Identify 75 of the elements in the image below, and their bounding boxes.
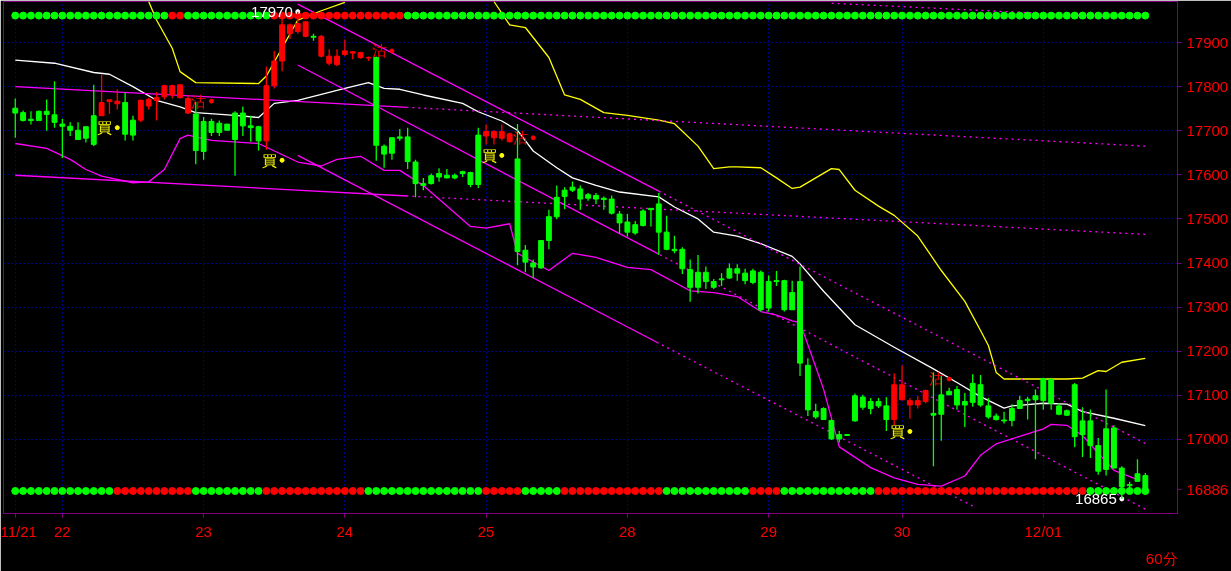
x-tick-label: 12/01 [1024, 522, 1063, 540]
x-tick-label: 24 [336, 522, 354, 540]
y-tick-label: 17500 [1186, 209, 1229, 227]
candlestick [12, 97, 19, 139]
candlestick [954, 385, 960, 411]
candlestick [985, 397, 992, 420]
x-tick-label: 25 [477, 522, 495, 540]
data-label: 買 [262, 151, 278, 169]
data-label: 沽 [191, 92, 207, 110]
x-tick-label: 29 [760, 522, 777, 540]
point [295, 9, 301, 15]
data-label: 買 [97, 119, 113, 137]
candlestick [483, 123, 490, 146]
candlestick [1001, 410, 1007, 425]
candlestick [436, 167, 442, 183]
candlestick [1008, 403, 1015, 427]
candlestick [1048, 377, 1055, 411]
y-tick-label: 17400 [1186, 254, 1229, 272]
candlestick [883, 396, 890, 432]
line-series [148, 1, 346, 85]
candlestick [318, 34, 325, 59]
candlestick [137, 98, 144, 123]
candlestick [130, 115, 136, 142]
candlestick [59, 118, 66, 159]
candlestick [687, 258, 694, 303]
candlestick [695, 254, 701, 295]
point [499, 152, 505, 158]
candlestick [545, 209, 552, 250]
candlestick [530, 258, 537, 279]
data-label: 沽 [371, 42, 387, 60]
x-tick-label: 22 [54, 522, 71, 540]
x-tick-label: 11/21 [0, 522, 37, 540]
x-tick-label: 23 [195, 522, 212, 540]
candlestick [43, 98, 50, 132]
candlestick [961, 392, 968, 428]
data-label: 16865 [1075, 489, 1117, 507]
candlestick [98, 74, 105, 117]
y-tick-label: 17100 [1186, 386, 1229, 404]
y-tick-label: 17800 [1186, 77, 1229, 95]
y-tick-label: 17600 [1186, 165, 1229, 183]
point [114, 125, 120, 131]
point [530, 135, 536, 141]
y-tick-label: 17300 [1186, 298, 1229, 316]
line-series [14, 59, 1146, 427]
candlestick [899, 364, 905, 402]
candlestick [184, 94, 191, 115]
y-tick-label: 16886 [1186, 480, 1229, 498]
text: 60分 [1145, 549, 1178, 567]
candlestick [239, 105, 246, 137]
candlestick [647, 207, 654, 228]
candlestick [553, 184, 560, 220]
candlestick [702, 265, 709, 290]
candlestick [28, 110, 34, 126]
y-tick-label: 17900 [1186, 33, 1229, 51]
candlestick [381, 143, 388, 169]
candlestick [443, 168, 450, 179]
candlestick [789, 280, 796, 311]
candlestick [906, 397, 913, 420]
y-tick-label: 17200 [1186, 342, 1229, 360]
point [389, 48, 395, 54]
point [208, 98, 214, 104]
candlestick [341, 38, 348, 57]
point [907, 428, 913, 434]
candlestick [561, 186, 568, 210]
point [279, 157, 285, 163]
point [946, 376, 952, 382]
y-tick-label: 17000 [1186, 430, 1229, 448]
candlestick [608, 194, 615, 216]
x-tick-label: 28 [619, 522, 636, 540]
y-tick-label: 17700 [1186, 121, 1229, 139]
point [1119, 496, 1125, 502]
data-label: 買 [889, 422, 905, 440]
data-label: 買 [481, 146, 497, 164]
x-tick-label: 30 [893, 522, 911, 540]
candlestick [51, 80, 58, 129]
